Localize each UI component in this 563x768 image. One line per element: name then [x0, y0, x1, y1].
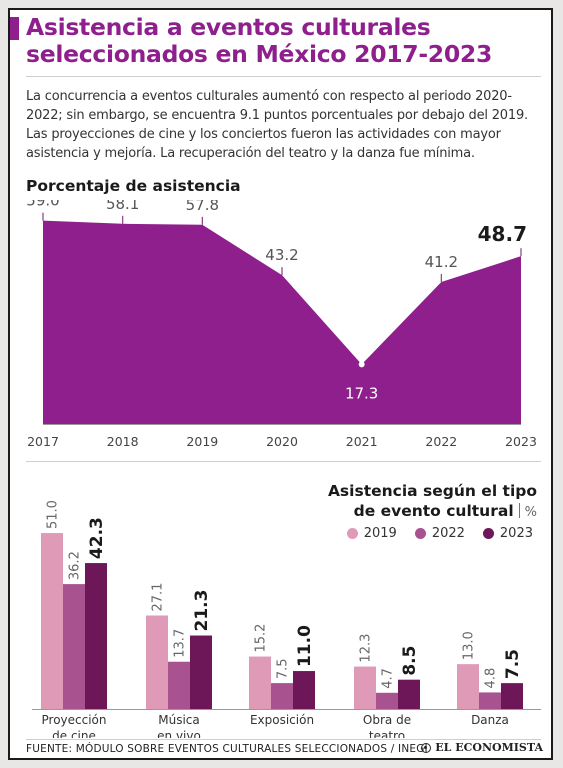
- category-label-1-1: en vivo: [157, 729, 201, 738]
- area-value-label-2021: 17.3: [345, 384, 378, 402]
- logo-text: EL ECONOMISTA: [435, 741, 543, 754]
- bar-value-label-2019-0: 51.0: [46, 500, 61, 529]
- bar-2019-0: [41, 533, 63, 709]
- infographic: Asistencia a eventos culturales seleccio…: [8, 8, 553, 760]
- attendance-area-chart: 59.0 2017 58.1 2018 57.8 2019 43.2 2020 17.3 2021…: [26, 200, 537, 449]
- bar-chart-legend: 2019 2022 2023: [346, 526, 533, 541]
- source-text: FUENTE: MÓDULO SOBRE EVENTOS CULTURALES …: [26, 743, 428, 755]
- bar-2022-0: [63, 584, 85, 709]
- area-value-label-2017: 59.0: [26, 200, 59, 210]
- bar-value-label-2022-3: 4.7: [381, 668, 396, 689]
- area-value-label-2023: 48.7: [478, 222, 527, 246]
- bar-value-label-2023-2: 11.0: [295, 625, 315, 667]
- x-tick-label-2022: 2022: [425, 434, 457, 449]
- bar-value-label-2019-1: 27.1: [151, 583, 166, 612]
- legend-item-2019: 2019: [346, 526, 397, 541]
- bar-chart-title: Asistencia según el tipo de evento cultu…: [328, 481, 537, 523]
- area-point-2021: [358, 361, 365, 368]
- category-label-3-0: Obra de: [363, 713, 411, 727]
- unit-separator: [518, 503, 520, 518]
- legend-item-2023: 2023: [482, 526, 533, 541]
- bar-2023-3: [398, 679, 420, 709]
- bar-value-label-2022-0: 36.2: [68, 551, 83, 580]
- area-value-label-2020: 43.2: [265, 246, 298, 264]
- bar-2022-1: [168, 661, 190, 709]
- area-value-label-2019: 57.8: [186, 200, 219, 214]
- bar-value-label-2023-0: 42.3: [87, 517, 107, 559]
- bar-value-label-2022-4: 4.8: [484, 668, 499, 689]
- page-title: Asistencia a eventos culturales seleccio…: [26, 13, 493, 68]
- bar-2023-4: [501, 683, 523, 709]
- bar-2023-0: [85, 563, 107, 709]
- footer-divider: [26, 739, 541, 740]
- x-tick-label-2017: 2017: [27, 434, 59, 449]
- bar-value-label-2019-4: 13.0: [462, 631, 477, 660]
- x-tick-label-2019: 2019: [186, 434, 218, 449]
- category-label-0-0: Proyección: [42, 713, 107, 727]
- bar-chart-title-line-1: Asistencia según el tipo: [327, 482, 537, 500]
- bar-value-label-2022-1: 13.7: [173, 629, 188, 658]
- title-accent-bar: [10, 17, 19, 40]
- brand-logo: EL ECONOMISTA: [421, 741, 543, 754]
- bar-value-label-2019-2: 15.2: [254, 624, 269, 653]
- legend-dot-2022: [414, 528, 426, 539]
- legend-dot-2023: [482, 528, 494, 539]
- category-label-1-0: Música: [158, 713, 200, 727]
- intro-text: La concurrencia a eventos culturales aum…: [26, 89, 528, 161]
- attendance-area: [43, 220, 521, 424]
- legend-label-2022: 2022: [431, 526, 465, 541]
- category-label-4-0: Danza: [471, 713, 509, 727]
- bar-2023-1: [190, 635, 212, 709]
- bar-2019-3: [354, 666, 376, 709]
- bar-value-label-2023-4: 7.5: [503, 649, 523, 679]
- bar-value-label-2022-2: 7.5: [276, 658, 291, 679]
- x-tick-label-2018: 2018: [107, 434, 139, 449]
- area-chart-title: Porcentaje de asistencia: [26, 177, 241, 195]
- area-value-label-2018: 58.1: [106, 200, 139, 213]
- category-label-0-1: de cine: [52, 729, 96, 738]
- x-tick-label-2020: 2020: [266, 434, 298, 449]
- x-tick-label-2021: 2021: [346, 434, 378, 449]
- legend-item-2022: 2022: [414, 526, 465, 541]
- x-tick-label-2023: 2023: [505, 434, 537, 449]
- bar-2019-1: [146, 615, 168, 709]
- bar-2022-2: [271, 683, 293, 709]
- area-value-label-2022: 41.2: [425, 253, 458, 271]
- legend-label-2019: 2019: [363, 526, 397, 541]
- event-type-bar-chart: 51.0 36.2 42.3 Proyección de cine 27.1 13.7 21.…: [32, 500, 541, 738]
- title-divider: [26, 76, 541, 77]
- bar-chart-title-line-2: de evento cultural%: [353, 502, 537, 520]
- bar-2023-2: [293, 671, 315, 709]
- bar-2022-3: [376, 692, 398, 709]
- bar-2019-2: [249, 656, 271, 709]
- section-divider: [26, 461, 541, 462]
- bar-value-label-2023-3: 8.5: [400, 646, 420, 676]
- bar-2019-4: [457, 664, 479, 709]
- legend-dot-2019: [346, 528, 358, 539]
- bar-2022-4: [479, 692, 501, 709]
- bar-value-label-2019-3: 12.3: [359, 634, 374, 663]
- bar-chart-unit: %: [524, 505, 537, 520]
- logo-mark-icon: [421, 742, 432, 753]
- category-label-2-0: Exposición: [250, 713, 314, 727]
- legend-label-2023: 2023: [499, 526, 533, 541]
- category-label-3-1: teatro: [369, 729, 405, 738]
- bar-value-label-2023-1: 21.3: [192, 590, 212, 632]
